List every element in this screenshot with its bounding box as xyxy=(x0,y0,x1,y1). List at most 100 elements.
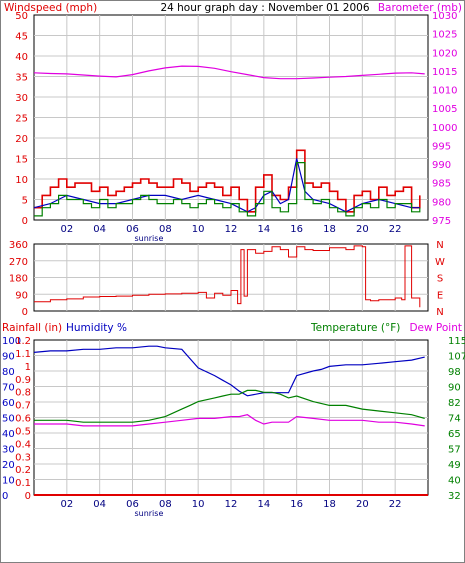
direction-tick-label: 0 xyxy=(22,307,28,318)
direction-tick-label: 180 xyxy=(9,274,28,285)
hour-tick-label: 06 xyxy=(126,499,139,510)
compass-label: N xyxy=(436,240,443,251)
humidity-tick-label: 0 xyxy=(2,491,8,502)
baro-tick-label: 975 xyxy=(432,216,451,227)
hour-tick-label: 04 xyxy=(93,499,106,510)
humidity-tick-label: 50 xyxy=(2,414,15,425)
temp-series-line xyxy=(34,389,425,423)
hour-tick-label: 14 xyxy=(257,224,270,235)
hour-tick-label: 12 xyxy=(225,224,238,235)
rain-tick-label: 1.2 xyxy=(15,336,31,347)
hour-tick-label: 20 xyxy=(356,224,369,235)
barometer-axis-label: Barometer (mb) xyxy=(378,2,462,14)
direction-tick-label: 270 xyxy=(9,257,28,268)
windspeed-axis-label: Windspeed (mph) xyxy=(4,2,97,14)
rain-tick-label: 0.2 xyxy=(15,465,31,476)
humidity-tick-label: 10 xyxy=(2,476,15,487)
hour-tick-label: 16 xyxy=(290,224,303,235)
baro-tick-label: 995 xyxy=(432,141,451,152)
rain-tick-label: 0.4 xyxy=(15,439,31,450)
humidity-tick-label: 80 xyxy=(2,367,15,378)
rain-tick-label: 1.1 xyxy=(15,349,31,360)
rain-tick-label: 1 xyxy=(25,362,31,373)
hour-tick-label: 16 xyxy=(290,499,303,510)
wind-tick-label: 45 xyxy=(15,32,28,43)
hour-tick-label: 18 xyxy=(323,499,336,510)
direction-series-line xyxy=(34,245,421,308)
rainfall-axis-label: Rainfall (in) xyxy=(2,322,62,334)
wind-tick-label: 35 xyxy=(15,73,28,84)
hour-tick-label: 20 xyxy=(356,499,369,510)
humidity-tick-label: 90 xyxy=(2,352,15,363)
hour-tick-label: 10 xyxy=(192,224,205,235)
temperature-tick-label: 107 xyxy=(448,352,465,363)
rain-tick-label: 0.7 xyxy=(15,401,31,412)
wind-tick-label: 15 xyxy=(15,155,28,166)
dewpoint-axis-label: Dew Point xyxy=(409,322,462,334)
avg-series-line xyxy=(34,162,421,217)
baro-tick-label: 990 xyxy=(432,160,451,171)
chart-title: 24 hour graph day : November 01 2006 xyxy=(160,2,369,14)
baro-series-line xyxy=(33,65,425,80)
rain-tick-label: 0.9 xyxy=(15,375,31,386)
rain-tick-label: 0.1 xyxy=(15,478,31,489)
sunrise-label: sunrise xyxy=(134,509,163,518)
hour-tick-label: 02 xyxy=(60,224,73,235)
hour-tick-label: 18 xyxy=(323,224,336,235)
rain-tick-label: 0.8 xyxy=(15,388,31,399)
baro-tick-label: 1020 xyxy=(432,48,457,59)
temperature-axis-label: Temperature (°F) xyxy=(310,322,400,334)
rain-tick-label: 0.6 xyxy=(15,414,31,425)
compass-label: E xyxy=(437,290,443,301)
humidity-tick-label: 60 xyxy=(2,398,15,409)
baro-tick-label: 1030 xyxy=(432,11,457,22)
temperature-tick-label: 40 xyxy=(448,476,461,487)
wind-tick-label: 30 xyxy=(15,93,28,104)
hour-tick-label: 02 xyxy=(60,499,73,510)
wind-tick-label: 20 xyxy=(15,134,28,145)
baro-tick-label: 1015 xyxy=(432,67,457,78)
humidity-series-line xyxy=(33,345,425,397)
baro-tick-label: 985 xyxy=(432,179,451,190)
temperature-tick-label: 49 xyxy=(448,460,461,471)
humidity-tick-label: 30 xyxy=(2,445,15,456)
humidity-tick-label: 100 xyxy=(2,336,21,347)
hour-tick-label: 08 xyxy=(159,499,172,510)
baro-tick-label: 1010 xyxy=(432,86,457,97)
compass-label: W xyxy=(435,257,445,268)
baro-tick-label: 1000 xyxy=(432,123,457,134)
baro-tick-label: 1025 xyxy=(432,30,457,41)
compass-label: S xyxy=(437,274,443,285)
direction-tick-label: 90 xyxy=(15,290,28,301)
wind-tick-label: 40 xyxy=(15,52,28,63)
humidity-tick-label: 20 xyxy=(2,460,15,471)
baro-tick-label: 980 xyxy=(432,197,451,208)
rain-tick-label: 0.3 xyxy=(15,452,31,463)
hour-tick-label: 22 xyxy=(389,224,402,235)
temperature-tick-label: 32 xyxy=(448,491,461,502)
hour-tick-label: 22 xyxy=(389,499,402,510)
temperature-tick-label: 115 xyxy=(448,336,465,347)
wind-tick-label: 5 xyxy=(22,196,28,207)
hour-tick-label: 04 xyxy=(93,224,106,235)
humidity-tick-label: 70 xyxy=(2,383,15,394)
temperature-tick-label: 90 xyxy=(448,383,461,394)
temperature-tick-label: 65 xyxy=(448,429,461,440)
baro-tick-label: 1005 xyxy=(432,104,457,115)
temperature-tick-label: 57 xyxy=(448,445,461,456)
hour-tick-label: 08 xyxy=(159,224,172,235)
humidity-axis-label: Humidity % xyxy=(66,322,127,334)
humidity-tick-label: 40 xyxy=(2,429,15,440)
temperature-tick-label: 98 xyxy=(448,367,461,378)
compass-label: N xyxy=(436,307,443,318)
wind-series-line xyxy=(34,149,421,213)
hour-tick-label: 06 xyxy=(126,224,139,235)
sunrise-label: sunrise xyxy=(134,234,163,243)
temperature-tick-label: 74 xyxy=(448,414,461,425)
direction-tick-label: 360 xyxy=(9,240,28,251)
rain-tick-label: 0 xyxy=(25,491,31,502)
wind-tick-label: 50 xyxy=(15,11,28,22)
hour-tick-label: 12 xyxy=(225,499,238,510)
wind-tick-label: 25 xyxy=(15,114,28,125)
